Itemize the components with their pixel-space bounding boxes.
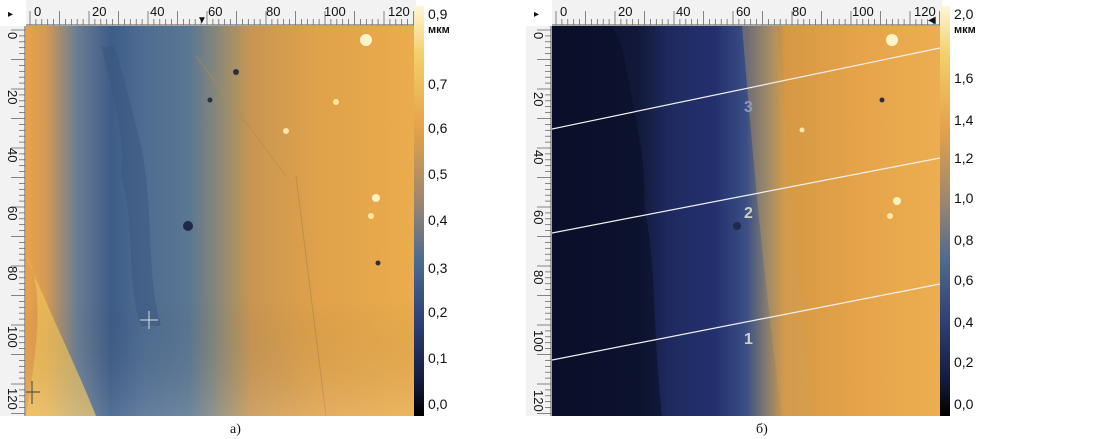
x-ruler: 0 20 40 60 80 100 120: [26, 0, 416, 26]
y-tick-label: 60: [5, 206, 20, 220]
y-tick-label: 60: [531, 210, 546, 224]
colorbar-label: 0,9: [428, 6, 448, 22]
x-tick-label: 100: [852, 4, 874, 19]
x-tick-label: 60: [208, 4, 222, 19]
marker-left-icon[interactable]: ◀: [928, 15, 936, 26]
afm-height-map-b[interactable]: 3 2 1: [552, 26, 940, 416]
y-tick-label: 100: [5, 326, 20, 348]
profile-label: 3: [744, 99, 753, 116]
unit-label: мкм: [428, 24, 450, 36]
y-tick-label: 20: [5, 90, 20, 104]
colorbar-label: 0,4: [428, 212, 448, 228]
colorbar-label: 1,0: [954, 190, 974, 206]
figure-caption: а): [230, 422, 241, 437]
crosshair-icon[interactable]: [140, 311, 158, 329]
marker-down-icon[interactable]: ▼: [197, 15, 207, 26]
y-tick-label: 0: [531, 32, 546, 39]
y-tick-label: 80: [531, 270, 546, 284]
x-tick-label: 60: [736, 4, 750, 19]
profile-line-1[interactable]: [552, 283, 940, 361]
profile-line-2[interactable]: [552, 157, 940, 234]
ruler-arrow-icon[interactable]: ▸: [534, 9, 540, 20]
crosshair-icon[interactable]: [26, 381, 40, 404]
colorbar-label: 0,8: [954, 232, 974, 248]
y-tick-label: 40: [5, 148, 20, 162]
colorbar-label: 0,3: [428, 260, 448, 276]
y-tick-label: 0: [5, 32, 20, 39]
colorbar-label: 0,0: [428, 396, 448, 412]
x-tick-label: 80: [792, 4, 806, 19]
afm-height-map-a[interactable]: [26, 26, 414, 416]
colorbar-label: 1,2: [954, 150, 974, 166]
x-tick-label: 0: [34, 4, 41, 19]
y-ruler: 0 20 40 60 80 100 120: [526, 26, 552, 416]
y-tick-label: 80: [5, 266, 20, 280]
x-ruler: 0 20 40 60 80 100 120: [552, 0, 942, 26]
y-tick-label: 20: [531, 92, 546, 106]
x-tick-label: 120: [388, 4, 410, 19]
colorbar-label: 0,4: [954, 314, 974, 330]
x-tick-label: 100: [324, 4, 346, 19]
colorbar-label: 0,6: [954, 272, 974, 288]
x-tick-label: 120: [914, 4, 936, 19]
x-tick-label: 0: [560, 4, 567, 19]
colorbar-label: 2,0: [954, 6, 974, 22]
x-tick-label: 80: [266, 4, 280, 19]
colorbar-label: 0,1: [428, 350, 448, 366]
colorbar-label: 0,7: [428, 76, 448, 92]
colorbar-label: 1,6: [954, 70, 974, 86]
colorbar-label: 0,6: [428, 120, 448, 136]
y-tick-label: 100: [531, 330, 546, 352]
y-tick-label: 120: [531, 390, 546, 412]
unit-label: мкм: [954, 24, 976, 36]
x-tick-label: 20: [618, 4, 632, 19]
x-tick-label: 40: [676, 4, 690, 19]
y-tick-label: 40: [531, 150, 546, 164]
colorbar-label: 0,2: [954, 354, 974, 370]
panel-b: 0 20 40 60 80 100 120 ▸ ◀ 0 20 40 60 80 …: [526, 0, 1036, 437]
colorbar-label: 0,2: [428, 304, 448, 320]
colorbar: [940, 6, 950, 416]
colorbar-label: 1,4: [954, 112, 974, 128]
panel-a: 0 20 40 60 80 100 120 ▸ ▼ 0 20 40 60 80 …: [0, 0, 470, 437]
profile-label: 2: [744, 205, 753, 222]
ruler-arrow-icon[interactable]: ▸: [8, 9, 14, 20]
colorbar-label: 0,5: [428, 166, 448, 182]
colorbar-label: 0,0: [954, 396, 974, 412]
y-ruler: 0 20 40 60 80 100 120: [0, 26, 26, 416]
figure-caption: б): [756, 422, 768, 437]
x-tick-label: 20: [92, 4, 106, 19]
x-tick-label: 40: [150, 4, 164, 19]
colorbar: [414, 6, 424, 416]
profile-label: 1: [744, 331, 753, 348]
profile-line-3[interactable]: [552, 47, 940, 130]
y-tick-label: 120: [5, 388, 20, 410]
